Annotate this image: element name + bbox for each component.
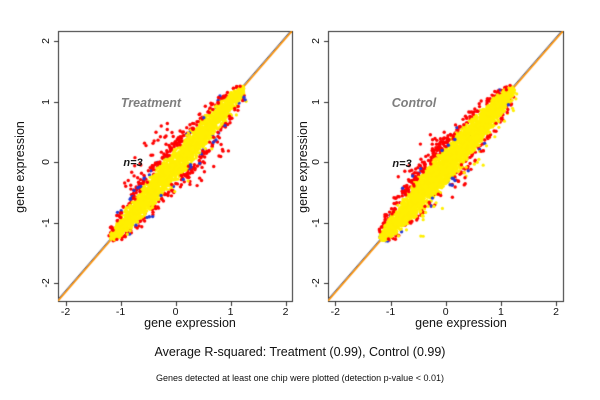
y-tick-label: 0 [310,159,322,165]
x-tick-label: -2 [60,306,71,318]
y-tick-label: -1 [40,217,52,228]
x-tick-label: 0 [442,306,449,318]
x-tick-label: 1 [227,306,234,318]
y-tick-label: -2 [310,278,322,288]
x-tick-label: -1 [385,306,396,318]
x-tick-label: 0 [172,306,179,318]
left-plot-title: Treatment [120,96,182,110]
right-plot-title: Control [391,96,437,110]
x-tick-label: 2 [282,306,289,318]
right-y-axis-label: gene expression [296,121,310,213]
x-tick-label: 1 [497,306,504,318]
x-tick-label: 2 [553,306,560,318]
left-plot-annotation: n=3 [123,157,143,169]
x-tick-label: -2 [330,306,340,318]
detection-note-caption: Genes detected at least one chip were pl… [156,373,444,383]
y-tick-label: 2 [310,38,322,44]
y-tick-label: 0 [40,159,52,165]
right-plot-annotation: n=3 [392,158,412,170]
x-tick-label: -1 [115,306,126,318]
y-tick-label: -2 [40,278,52,288]
y-tick-label: -1 [310,217,322,228]
right-x-axis-label: gene expression [415,316,507,330]
r-squared-caption: Average R-squared: Treatment (0.99), Con… [154,345,446,359]
y-tick-label: 1 [40,98,52,105]
y-tick-label: 2 [40,38,52,44]
left-y-axis-label: gene expression [13,121,27,213]
y-tick-label: 1 [310,98,322,105]
left-x-axis-label: gene expression [144,316,236,330]
